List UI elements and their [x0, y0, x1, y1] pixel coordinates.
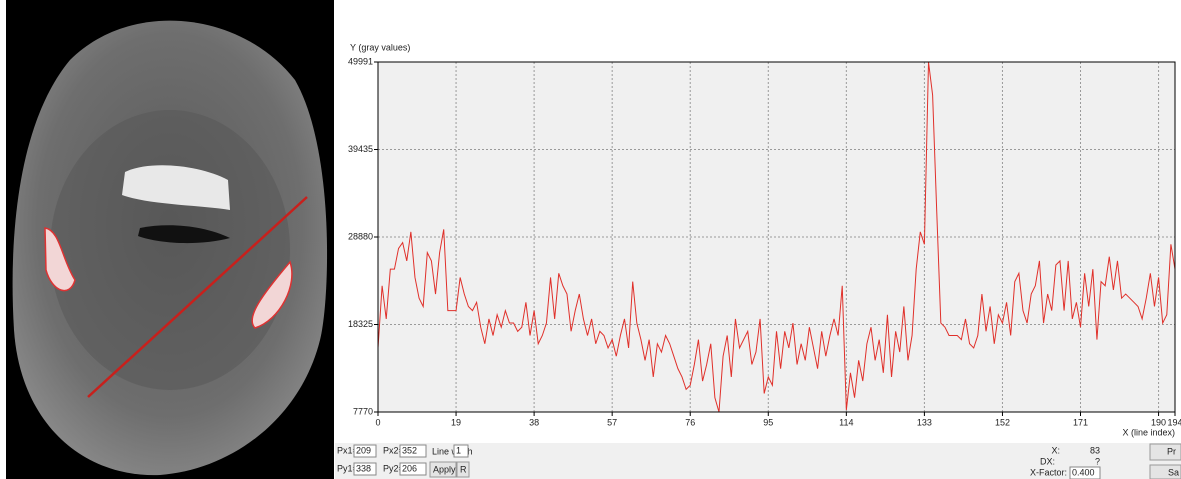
x-factor-value[interactable]: 0.400 [1072, 467, 1095, 477]
x-readout-value: 83 [1090, 445, 1100, 455]
px1-value[interactable]: 209 [356, 445, 371, 455]
y-tick-label: 28880 [348, 231, 373, 241]
x-readout-label: X: [1051, 445, 1060, 455]
x-tick-label: 114 [839, 417, 853, 427]
x-tick-label: 95 [763, 417, 773, 427]
x-tick-label: 133 [917, 417, 932, 427]
py2-value[interactable]: 206 [402, 463, 417, 473]
y-axis-label: Y (gray values) [350, 42, 410, 52]
pr-button[interactable] [1150, 444, 1181, 460]
y-tick-label: 39435 [348, 144, 373, 154]
x-tick-label: 190 [1151, 417, 1166, 427]
line-width-value[interactable]: 1 [456, 445, 461, 455]
y-tick-label: 7770 [353, 406, 373, 416]
x-tick-label: 19 [451, 417, 461, 427]
x-axis-label: X (line index) [1122, 427, 1175, 437]
apply-label[interactable]: Apply [433, 464, 456, 474]
ct-image [6, 0, 334, 479]
x-tick-label: 152 [995, 417, 1010, 427]
x-tick-label: 76 [685, 417, 695, 427]
dx-readout-value: ? [1095, 456, 1100, 466]
py1-value[interactable]: 338 [356, 463, 371, 473]
x-tick-label: 57 [607, 417, 617, 427]
sa-label[interactable]: Sa [1168, 467, 1179, 477]
app-window: 7770183252888039435499910193857769511413… [0, 0, 1181, 479]
x-tick-label: 0 [375, 417, 380, 427]
x-tick-label: 171 [1073, 417, 1088, 427]
y-tick-label: 49991 [348, 56, 373, 66]
x-tick-label: 38 [529, 417, 539, 427]
pr-label[interactable]: Pr [1167, 446, 1176, 456]
px2-value[interactable]: 352 [402, 445, 417, 455]
r-label[interactable]: R [460, 464, 467, 474]
x-tick-label: 194 [1167, 417, 1181, 427]
x-factor-label: X-Factor: [1030, 467, 1067, 477]
control-strip: Px1= 209 Px2= 352 Line width 1 Py1= 338 … [335, 443, 1181, 479]
y-tick-label: 18325 [348, 319, 373, 329]
dx-readout-label: DX: [1040, 456, 1055, 466]
